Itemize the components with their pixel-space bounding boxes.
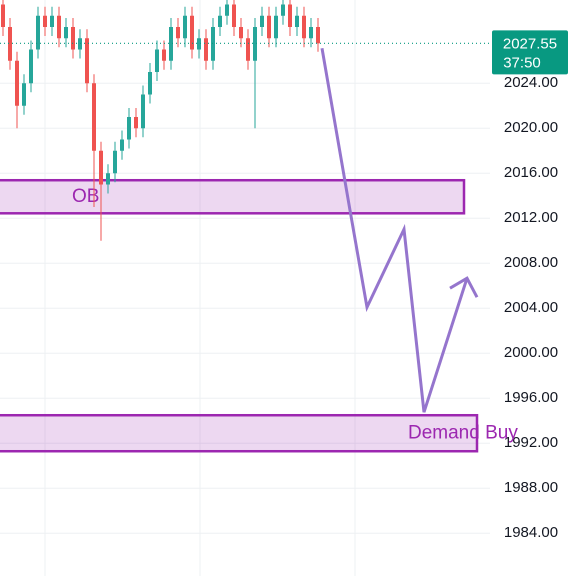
candle-body: [197, 38, 201, 50]
y-tick-label: 2000.00: [504, 344, 558, 361]
zone-label: Demand Buy: [408, 422, 518, 443]
candle-body: [43, 15, 47, 27]
candle-body: [211, 27, 215, 61]
candle-body: [57, 15, 61, 39]
last-price-label: 2027.55: [503, 35, 557, 52]
y-tick-label: 2012.00: [504, 209, 558, 226]
candle-body: [113, 150, 117, 174]
zone-label: OB: [72, 186, 99, 207]
candle-body: [281, 4, 285, 16]
zone: [0, 178, 466, 215]
candle-body: [155, 49, 159, 72]
last-price-box: [492, 30, 568, 75]
candle-body: [1, 4, 5, 27]
countdown: 37:50: [503, 54, 541, 71]
candle-body: [218, 15, 222, 27]
candle-body: [106, 173, 110, 185]
candle-body: [29, 49, 33, 84]
y-tick-label: 2024.00: [504, 74, 558, 91]
candle-body: [36, 15, 40, 50]
candle-body: [246, 38, 250, 61]
candle-body: [92, 83, 96, 151]
candle-body: [239, 27, 243, 39]
candle-body: [85, 38, 89, 84]
candle-body: [176, 27, 180, 39]
y-tick-label: 2016.00: [504, 164, 558, 181]
candle-body: [22, 83, 26, 106]
candle-body: [253, 27, 257, 61]
candle-body: [15, 60, 19, 106]
y-tick-label: 1988.00: [504, 479, 558, 496]
y-tick-label: 1992.00: [504, 434, 558, 451]
y-tick-label: 2004.00: [504, 299, 558, 316]
vertical-grid: [44, 0, 356, 576]
candle-body: [274, 15, 278, 39]
candle-body: [309, 27, 313, 39]
y-tick-label: 2008.00: [504, 254, 558, 271]
candle-body: [295, 15, 299, 27]
candle-body: [141, 94, 145, 129]
candle-body: [225, 4, 229, 16]
candle-body: [288, 4, 292, 27]
candle-body: [302, 15, 306, 39]
candle-body: [64, 27, 68, 39]
candle-body: [148, 72, 152, 95]
projection-arrowhead: [449, 276, 479, 298]
candle-body: [8, 27, 12, 61]
candle-body: [50, 15, 54, 27]
candle-body: [134, 117, 138, 129]
projection-path: [320, 48, 469, 413]
candle-body: [120, 139, 124, 151]
y-tick-label: 1996.00: [504, 389, 558, 406]
candle-body: [169, 27, 173, 61]
candle-body: [183, 15, 187, 39]
candle-body: [316, 27, 320, 44]
zone: [0, 413, 479, 453]
candle-body: [71, 27, 75, 50]
candle-body: [260, 15, 264, 27]
candle-body: [190, 15, 194, 50]
y-tick-label: 2020.00: [504, 119, 558, 136]
candle-body: [204, 38, 208, 61]
candle-body: [99, 150, 103, 185]
y-tick-label: 1984.00: [504, 524, 558, 541]
candle-body: [267, 15, 271, 39]
candle-body: [162, 49, 166, 61]
candle-body: [127, 117, 131, 140]
candle-body: [232, 4, 236, 27]
